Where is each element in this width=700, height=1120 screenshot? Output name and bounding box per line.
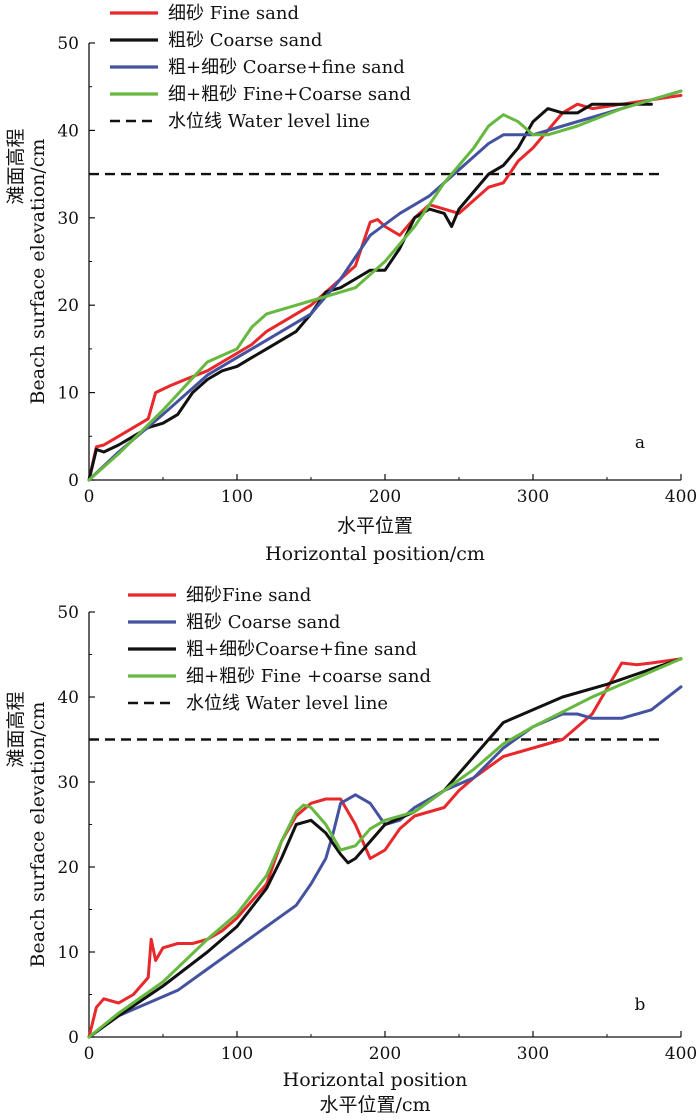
y-tick-label: 0 xyxy=(68,471,79,491)
x-tick-label: 400 xyxy=(665,1044,697,1064)
x-tick-label: 400 xyxy=(665,487,697,507)
legend-label-water-b: 水位线 Water level line xyxy=(186,693,388,714)
legend-label-b-0: 细砂Fine sand xyxy=(186,585,311,606)
x-tick-label: 300 xyxy=(517,1044,549,1064)
legend-label-a-1: 粗砂 Coarse sand xyxy=(168,30,322,51)
x-tick-label: 100 xyxy=(221,487,253,507)
x-tick-label: 300 xyxy=(517,487,549,507)
y-tick-label: 20 xyxy=(57,296,79,316)
y-axis-label-cn: 滩面高程 xyxy=(5,128,27,204)
y-tick-label: 30 xyxy=(57,209,79,229)
y-tick-label: 40 xyxy=(57,121,79,141)
series-line-a-2 xyxy=(87,89,683,482)
x-axis-label-en: Horizontal position xyxy=(283,1069,468,1091)
y-tick-label: 10 xyxy=(57,384,79,404)
series-line-b-3 xyxy=(87,657,683,1039)
series-line-a-3 xyxy=(87,89,683,482)
legend-label-a-3: 细+粗砂 Fine+Coarse sand xyxy=(168,84,411,105)
legend-label-a-0: 细砂 Fine sand xyxy=(168,3,299,24)
series-line-b-2 xyxy=(87,657,683,1039)
y-tick-label: 0 xyxy=(68,1028,79,1048)
x-tick-label: 200 xyxy=(369,487,401,507)
legend-label-a-2: 粗+细砂 Coarse+fine sand xyxy=(168,57,405,78)
series-line-b-1 xyxy=(87,685,683,1039)
x-axis-label-en: Horizontal position/cm xyxy=(265,543,485,565)
legend-label-b-1: 粗砂 Coarse sand xyxy=(186,612,340,633)
x-axis-label-cn: 水平位置 xyxy=(337,515,413,537)
x-axis-label-cn: 水平位置/cm xyxy=(319,1094,430,1116)
y-tick-label: 30 xyxy=(57,773,79,793)
y-tick-label: 20 xyxy=(57,858,79,878)
y-axis-label-en: Beach surface elevation/cm xyxy=(27,702,49,968)
legend-label-water-a: 水位线 Water level line xyxy=(168,111,370,132)
panel-label-a: a xyxy=(635,433,645,453)
y-tick-label: 50 xyxy=(57,34,79,54)
legend-label-b-2: 粗+细砂Coarse+fine sand xyxy=(186,639,417,660)
x-tick-label: 100 xyxy=(221,1044,253,1064)
x-tick-label: 0 xyxy=(84,1044,95,1064)
y-axis-label-en: Beach surface elevation/cm xyxy=(27,139,49,405)
y-axis-label-cn: 滩面高程 xyxy=(5,691,27,767)
y-tick-label: 50 xyxy=(57,603,79,623)
legend-label-b-3: 细+粗砂 Fine +coarse sand xyxy=(186,666,431,687)
x-tick-label: 0 xyxy=(84,487,95,507)
series-line-a-1 xyxy=(87,102,653,482)
y-tick-label: 40 xyxy=(57,688,79,708)
series-line-b-0 xyxy=(87,657,683,1039)
y-tick-label: 10 xyxy=(57,943,79,963)
x-tick-label: 200 xyxy=(369,1044,401,1064)
series-line-a-0 xyxy=(87,93,683,482)
panel-label-b: b xyxy=(635,995,646,1015)
